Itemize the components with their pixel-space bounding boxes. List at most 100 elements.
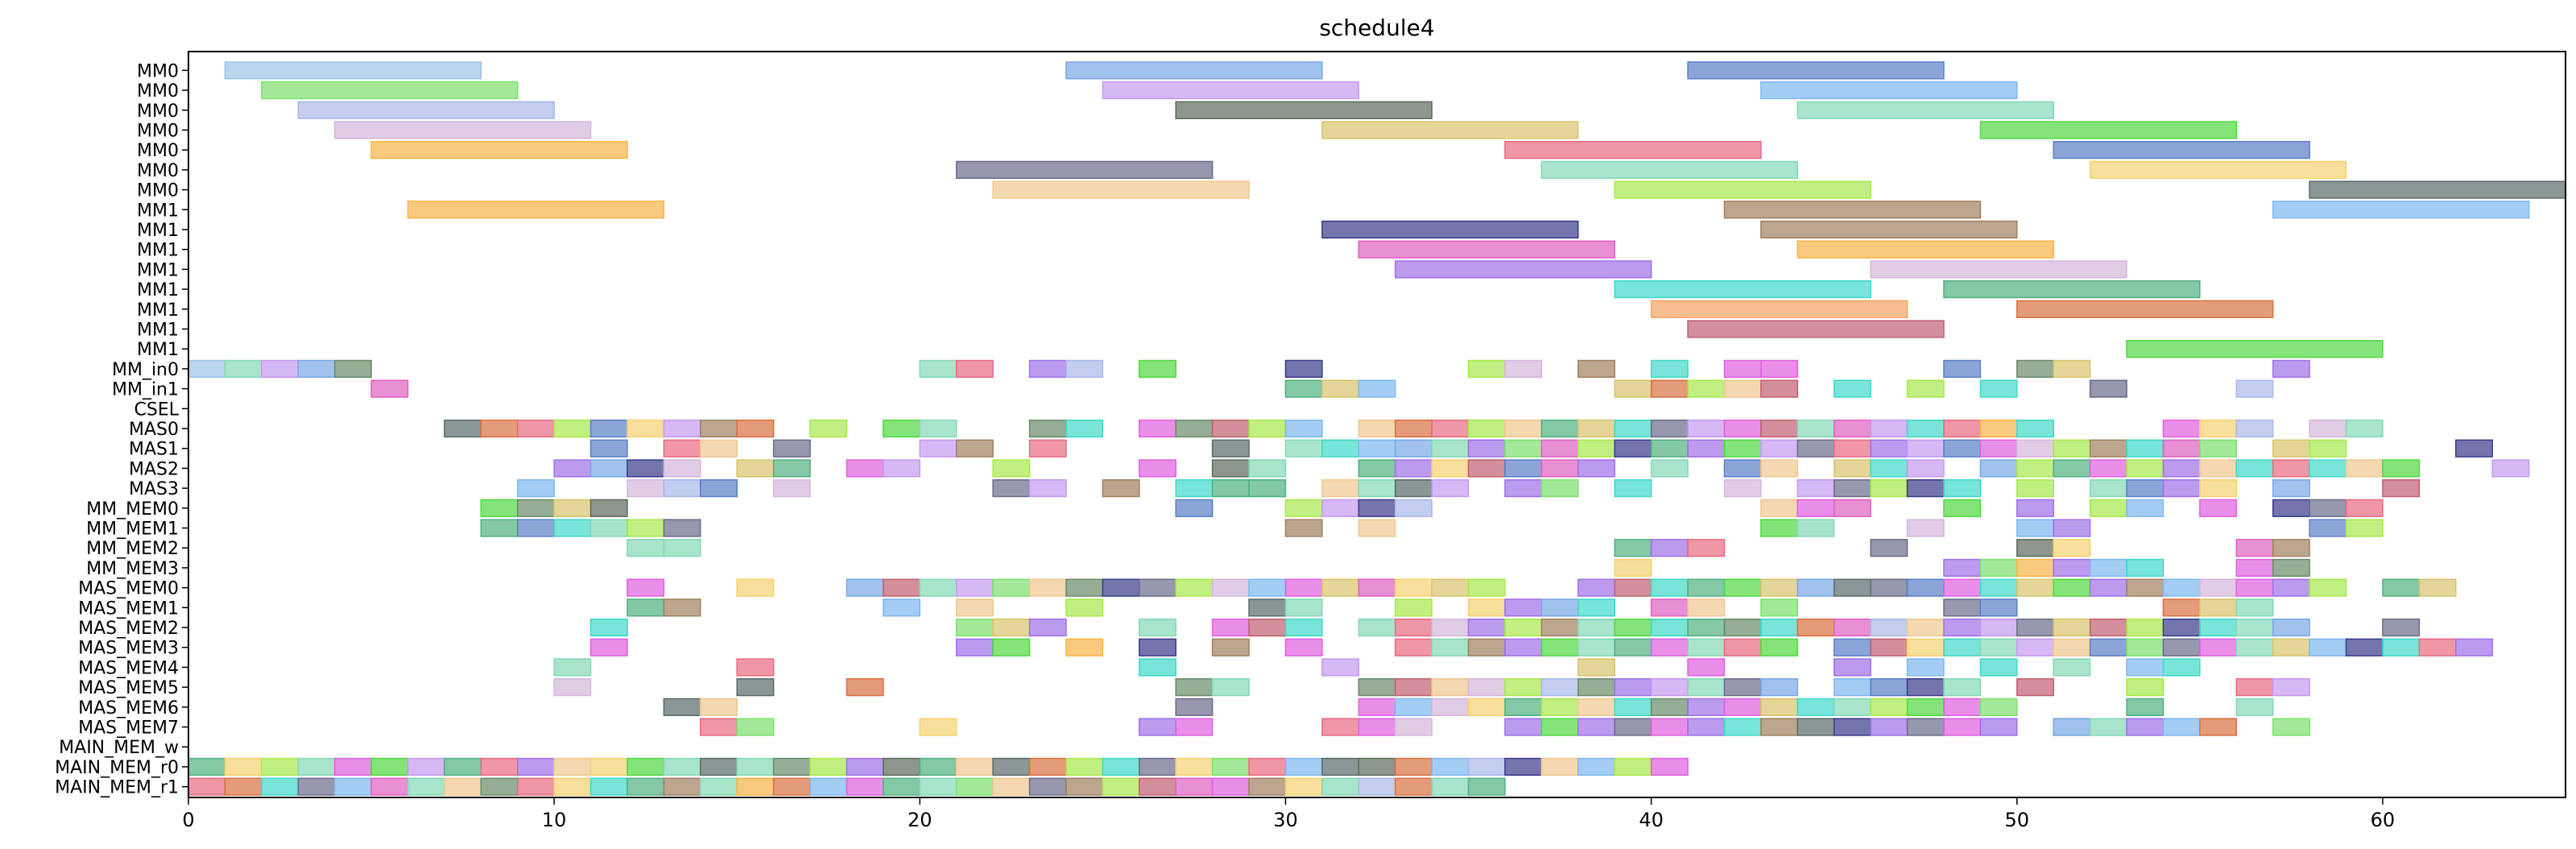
task-bar <box>955 359 994 379</box>
task-bar <box>1943 359 1982 379</box>
task-bar <box>1504 698 1543 716</box>
y-tick-label: MAS_MEM5 <box>78 678 179 698</box>
task-bar <box>1760 598 1799 617</box>
task-bar <box>1211 578 1250 597</box>
task-bar <box>1284 618 1323 637</box>
y-tick-label: MM0 <box>137 81 179 101</box>
task-bar <box>1943 419 1982 438</box>
task-bar <box>1723 698 1762 716</box>
task-bar <box>2126 658 2165 677</box>
task-bar <box>2491 459 2530 478</box>
task-bar <box>1577 578 1615 597</box>
task-bar <box>1321 658 1360 677</box>
task-bar <box>626 777 665 796</box>
task-bar <box>1139 578 1176 597</box>
task-bar <box>2345 638 2384 656</box>
task-bar <box>1577 678 1615 697</box>
task-bar <box>1284 757 1323 777</box>
task-bar <box>1723 459 1762 478</box>
task-bar <box>1687 598 1726 617</box>
task-bar <box>736 578 775 597</box>
task-bar <box>480 777 519 796</box>
task-bar <box>1760 678 1799 697</box>
task-bar <box>1139 718 1176 736</box>
task-bar <box>2272 478 2310 498</box>
task-bar <box>955 439 994 458</box>
task-bar <box>846 578 884 597</box>
task-bar <box>1139 777 1176 796</box>
task-bar <box>2089 718 2127 736</box>
task-bar <box>1358 698 1396 716</box>
task-bar <box>1175 499 1214 517</box>
task-bar <box>2016 539 2054 557</box>
y-tick-label: MM1 <box>137 241 179 261</box>
task-bar <box>1979 718 2018 736</box>
task-bar <box>1358 240 1615 259</box>
task-bar <box>883 578 921 597</box>
task-bar <box>1870 459 1908 478</box>
task-bar <box>1870 718 1908 736</box>
task-bar <box>1906 519 1945 537</box>
task-bar <box>516 478 555 498</box>
task-bar <box>1614 280 1871 299</box>
task-bar <box>1943 698 1982 716</box>
task-bar <box>1687 61 1945 80</box>
task-bar <box>1577 718 1615 736</box>
task-bar <box>1540 459 1579 478</box>
task-bar <box>846 777 884 796</box>
task-bar <box>1760 439 1799 458</box>
task-bar <box>1102 81 1360 100</box>
task-bar <box>2089 578 2127 597</box>
task-bar <box>2053 439 2091 458</box>
task-bar <box>1394 698 1433 716</box>
task-bar <box>1577 618 1615 637</box>
task-bar <box>516 519 555 537</box>
task-bar <box>2162 578 2201 597</box>
task-bar <box>1906 698 1945 716</box>
task-bar <box>1906 439 1945 458</box>
task-bar <box>297 757 336 777</box>
task-bar <box>2016 578 2054 597</box>
task-bar <box>1723 379 1762 398</box>
task-bar <box>1175 678 1214 697</box>
task-bar <box>1431 478 1470 498</box>
task-bar <box>626 459 665 478</box>
task-bar <box>1723 718 1762 736</box>
task-bar <box>736 678 775 697</box>
task-bar <box>1687 678 1726 697</box>
task-bar <box>1540 419 1579 438</box>
task-bar <box>2162 658 2201 677</box>
task-bar <box>2162 598 2201 617</box>
task-bar <box>1870 638 1908 656</box>
task-bar <box>370 141 628 159</box>
task-bar <box>1284 519 1323 537</box>
task-bar <box>2345 499 2384 517</box>
task-bar <box>1504 359 1543 379</box>
task-bar <box>1540 678 1579 697</box>
task-bar <box>1650 598 1689 617</box>
task-bar <box>1650 718 1689 736</box>
task-bar <box>2235 578 2274 597</box>
task-bar <box>1467 638 1506 656</box>
task-bar <box>1797 698 1835 716</box>
y-tick-label: MM_in0 <box>112 360 179 380</box>
y-tick-label: MM0 <box>137 101 179 122</box>
y-tick-label: MM0 <box>137 61 179 81</box>
task-bar <box>480 499 519 517</box>
task-bar <box>700 439 738 458</box>
task-bar <box>1504 718 1543 736</box>
task-bar <box>1979 558 2018 578</box>
task-bar <box>589 618 628 637</box>
task-bar <box>1248 578 1287 597</box>
task-bar <box>992 777 1031 796</box>
y-tick-label: MM0 <box>137 121 179 141</box>
task-bar <box>992 459 1031 478</box>
task-bar <box>2199 419 2238 438</box>
task-bar <box>1577 757 1615 777</box>
task-bar <box>1979 121 2238 139</box>
task-bar <box>2126 718 2165 736</box>
task-bar <box>2016 618 2054 637</box>
task-bar <box>1723 419 1762 438</box>
task-bar <box>1614 180 1871 199</box>
task-bar <box>1650 638 1689 656</box>
